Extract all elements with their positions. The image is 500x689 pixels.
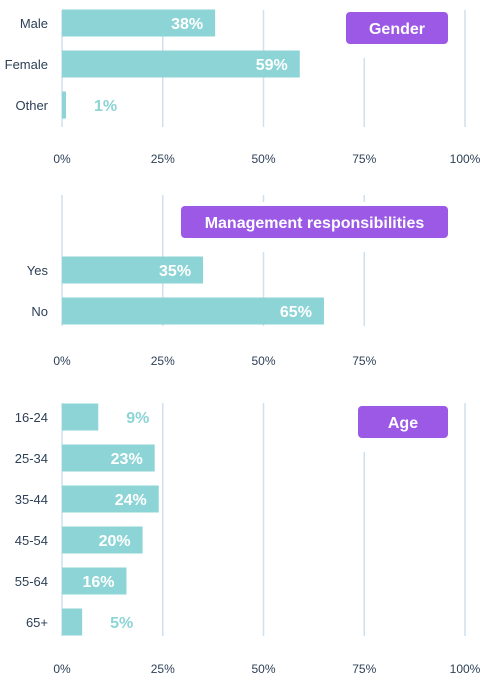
category-label: Yes bbox=[27, 263, 49, 278]
value-label: 20% bbox=[99, 533, 131, 550]
bar bbox=[62, 91, 67, 119]
category-label: Other bbox=[15, 98, 48, 113]
chart-title-badge bbox=[346, 12, 448, 44]
chart-title-badge bbox=[181, 206, 448, 238]
bar bbox=[62, 9, 216, 37]
category-label: 55-64 bbox=[15, 574, 48, 589]
category-label: 45-54 bbox=[15, 533, 48, 548]
category-label: 35-44 bbox=[15, 492, 48, 507]
value-label: 16% bbox=[82, 574, 114, 591]
value-label: 24% bbox=[115, 492, 147, 509]
tick-label: 0% bbox=[53, 152, 71, 166]
tick-label: 75% bbox=[352, 354, 376, 368]
tick-label: 100% bbox=[450, 662, 481, 676]
bar bbox=[62, 297, 324, 325]
bar bbox=[62, 50, 300, 78]
category-label: No bbox=[31, 304, 48, 319]
tick-label: 50% bbox=[251, 354, 275, 368]
chart-title: Management responsibilities bbox=[205, 215, 425, 232]
category-label: 65+ bbox=[26, 615, 48, 630]
category-label: 16-24 bbox=[15, 410, 48, 425]
chart-title-badge bbox=[358, 406, 448, 438]
bar bbox=[62, 444, 155, 472]
bar bbox=[62, 567, 127, 595]
tick-label: 50% bbox=[251, 152, 275, 166]
tick-label: 75% bbox=[352, 662, 376, 676]
bar bbox=[62, 256, 204, 284]
value-label: 9% bbox=[126, 410, 149, 427]
tick-label: 25% bbox=[151, 662, 175, 676]
tick-label: 100% bbox=[450, 152, 481, 166]
value-label: 23% bbox=[111, 451, 143, 468]
tick-label: 0% bbox=[53, 354, 71, 368]
tick-label: 25% bbox=[151, 354, 175, 368]
category-label: 25-34 bbox=[15, 451, 48, 466]
chart-title: Gender bbox=[369, 21, 425, 38]
category-label: Male bbox=[20, 16, 48, 31]
tick-label: 25% bbox=[151, 152, 175, 166]
value-label: 5% bbox=[110, 615, 133, 632]
tick-label: 50% bbox=[251, 662, 275, 676]
value-label: 35% bbox=[159, 263, 191, 280]
chart-title: Age bbox=[388, 415, 418, 432]
bar bbox=[62, 485, 159, 513]
category-label: Female bbox=[5, 57, 48, 72]
value-label: 65% bbox=[280, 304, 312, 321]
bar bbox=[62, 526, 143, 554]
bar bbox=[62, 608, 83, 636]
tick-label: 0% bbox=[53, 662, 71, 676]
value-label: 38% bbox=[171, 16, 203, 33]
value-label: 1% bbox=[94, 98, 117, 115]
bar bbox=[62, 403, 99, 431]
tick-label: 75% bbox=[352, 152, 376, 166]
value-label: 59% bbox=[256, 57, 288, 74]
